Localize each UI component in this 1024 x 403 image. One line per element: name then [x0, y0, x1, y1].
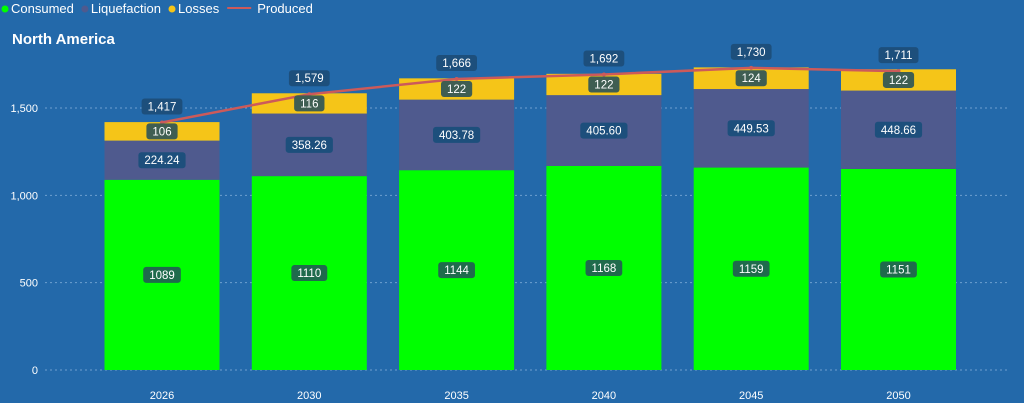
data-label: 1,666: [436, 55, 477, 72]
data-label: 1,579: [288, 70, 330, 87]
legend-dot-liquefaction: [81, 5, 89, 13]
svg-text:1,579: 1,579: [295, 73, 324, 85]
x-tick-label: 2040: [592, 390, 616, 402]
svg-text:405.60: 405.60: [586, 126, 621, 138]
data-label: 1144: [438, 262, 475, 279]
produced-line: [161, 66, 899, 124]
y-tick-label: 1,000: [10, 190, 38, 202]
data-label: 1151: [880, 261, 917, 278]
svg-text:358.26: 358.26: [292, 140, 327, 152]
svg-text:1,666: 1,666: [442, 58, 471, 70]
svg-text:1,417: 1,417: [148, 101, 177, 113]
data-label: 1159: [732, 260, 770, 277]
data-label: 124: [735, 70, 767, 87]
produced-point[interactable]: [601, 72, 606, 77]
y-tick-label: 500: [20, 278, 38, 290]
data-label: 1,417: [141, 98, 183, 115]
legend-dot-losses: [168, 5, 176, 13]
x-tick-label: 2026: [150, 390, 174, 402]
y-tick-label: 0: [32, 365, 38, 377]
svg-text:1,730: 1,730: [737, 47, 766, 59]
legend-item-produced[interactable]: Produced: [257, 1, 313, 16]
svg-text:1,692: 1,692: [590, 53, 619, 65]
svg-text:449.53: 449.53: [734, 123, 769, 135]
data-label: 1,692: [583, 50, 625, 67]
legend: Consumed Liquefaction Losses Produced: [1, 1, 313, 16]
legend-item-consumed[interactable]: Consumed: [11, 1, 74, 16]
data-label: 405.60: [580, 122, 628, 139]
data-label: 1168: [585, 259, 623, 276]
data-label: 358.26: [285, 136, 333, 153]
x-tick-label: 2030: [297, 390, 321, 402]
svg-text:122: 122: [594, 79, 613, 91]
data-label: 224.24: [138, 152, 186, 169]
data-label: 1,711: [878, 47, 919, 64]
svg-text:448.66: 448.66: [881, 125, 916, 137]
svg-text:122: 122: [447, 84, 466, 96]
svg-text:403.78: 403.78: [439, 130, 474, 142]
svg-text:1,711: 1,711: [885, 50, 913, 62]
svg-text:224.24: 224.24: [144, 155, 180, 167]
data-label: 1110: [291, 265, 328, 282]
data-label: 122: [441, 80, 473, 97]
data-label: 448.66: [874, 121, 923, 138]
svg-text:122: 122: [889, 75, 908, 87]
svg-text:1089: 1089: [149, 270, 175, 282]
svg-text:1144: 1144: [444, 265, 469, 277]
svg-text:124: 124: [742, 73, 762, 85]
svg-text:1168: 1168: [592, 263, 617, 275]
svg-text:116: 116: [300, 98, 318, 110]
data-label: 122: [588, 76, 620, 93]
data-label: 449.53: [727, 120, 775, 137]
data-label: 403.78: [433, 126, 481, 143]
chart-title: North America: [12, 31, 115, 48]
x-tick-label: 2035: [444, 390, 468, 402]
legend-item-losses[interactable]: Losses: [178, 1, 220, 16]
produced-point[interactable]: [749, 65, 754, 70]
produced-point[interactable]: [454, 77, 459, 82]
svg-text:1151: 1151: [886, 264, 911, 276]
x-tick-label: 2045: [739, 390, 763, 402]
svg-text:1159: 1159: [739, 264, 764, 276]
data-label: 116: [294, 95, 325, 112]
legend-item-liquefaction[interactable]: Liquefaction: [91, 1, 161, 16]
data-label: 122: [882, 71, 915, 88]
data-label: 1089: [143, 266, 181, 283]
produced-point[interactable]: [307, 92, 312, 97]
svg-text:1110: 1110: [297, 268, 321, 280]
data-label: 1,730: [730, 43, 772, 60]
x-tick-label: 2050: [886, 390, 910, 402]
y-tick-label: 1,500: [10, 103, 38, 115]
data-label: 106: [146, 123, 178, 140]
legend-dot-consumed: [1, 5, 9, 13]
svg-text:106: 106: [152, 126, 171, 138]
